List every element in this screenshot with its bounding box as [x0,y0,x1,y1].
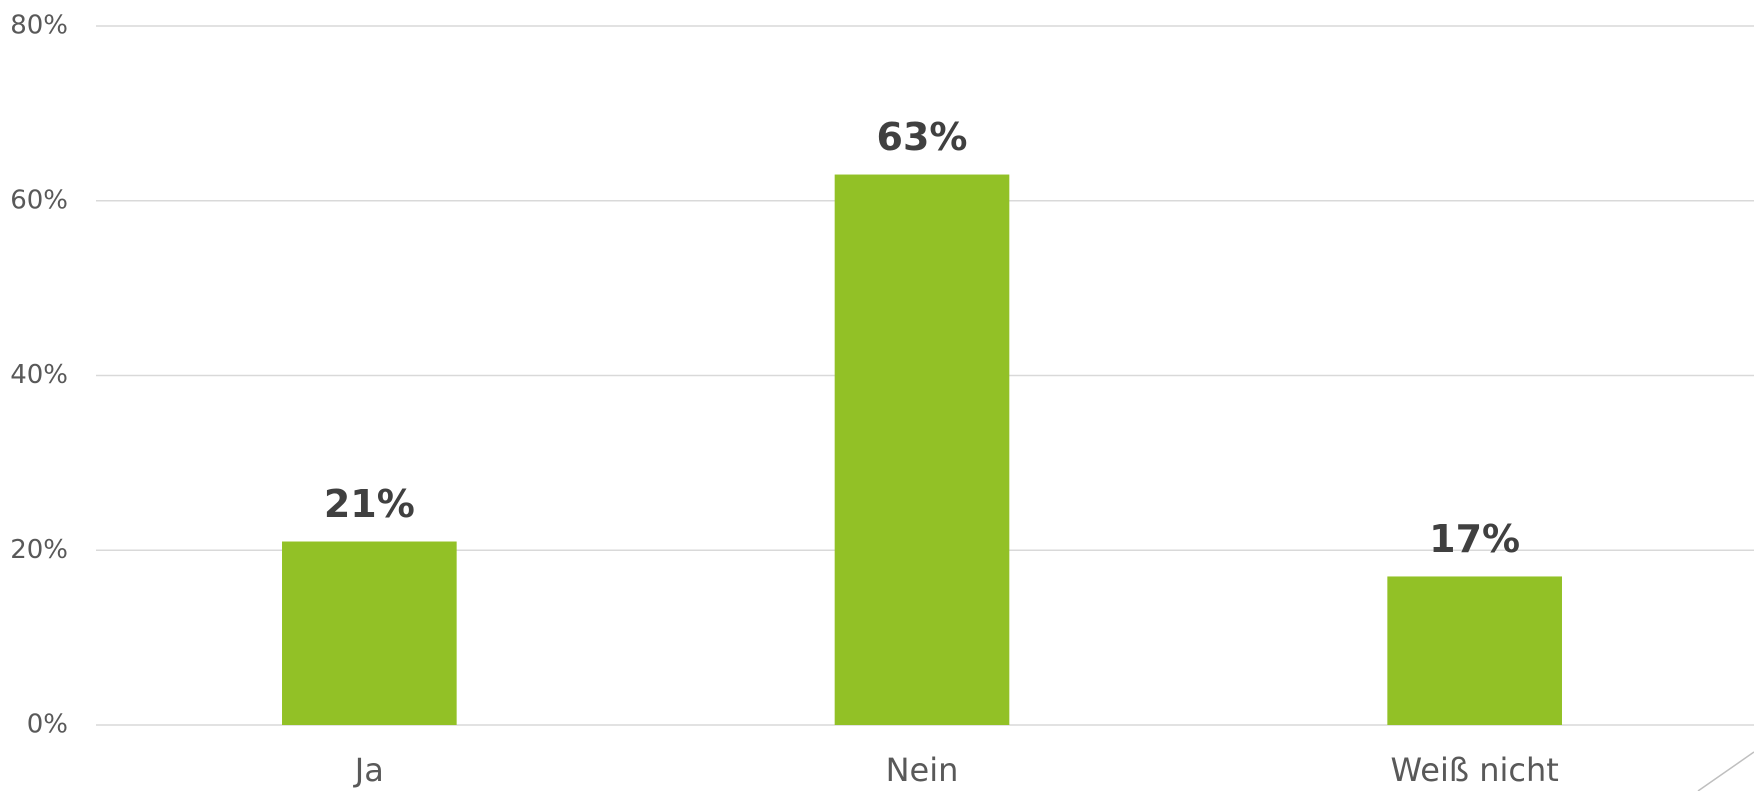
y-tick-label: 80% [10,11,68,41]
data-label: 63% [877,115,968,159]
x-tick-label: Weiß nicht [1391,751,1559,789]
x-tick-label: Ja [353,751,384,789]
y-tick-label: 20% [10,535,68,565]
y-tick-label: 40% [10,360,68,390]
bar [1387,576,1562,725]
bar [282,541,457,725]
x-tick-label: Nein [886,751,959,789]
data-label: 21% [324,482,415,526]
y-tick-label: 0% [27,710,68,740]
data-label: 17% [1429,517,1520,561]
bar [834,174,1010,726]
decoration [1697,751,1754,791]
y-tick-label: 60% [10,185,68,215]
